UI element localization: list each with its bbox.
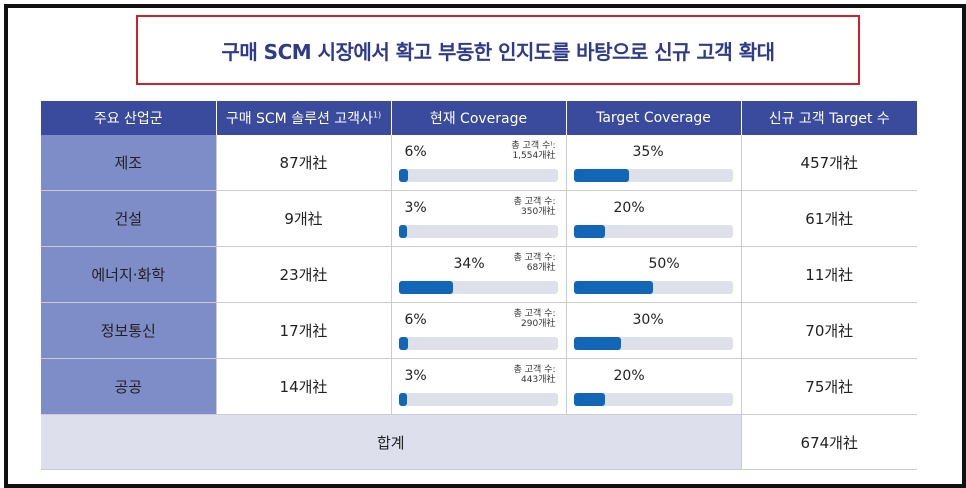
current-coverage-pct: 6% (404, 144, 427, 160)
total-customers-value: 350개社 (521, 207, 556, 217)
header-industry: 주요 산업군 (41, 101, 217, 135)
total-customers: 총 고객 수: 350개社 (514, 197, 556, 217)
sum-label: 합계 (41, 414, 742, 470)
header-footnote: 1) (372, 110, 382, 120)
target-coverage-bar (573, 337, 622, 350)
total-customers: 총 고객 수: 68개社 (514, 253, 556, 273)
target-coverage-bar-track (573, 393, 733, 406)
table-row: 에너지·화학 23개社 34% 총 고객 수: 68개社 50% 11개社 (41, 246, 917, 303)
target-coverage-pct: 30% (632, 312, 664, 328)
total-customers: 총 고객 수: 443개社 (514, 365, 556, 385)
target-coverage-bar (573, 393, 606, 406)
current-coverage-pct: 6% (404, 312, 427, 328)
target-coverage-bar (573, 281, 653, 294)
target-coverage-cell: 20% (566, 358, 742, 415)
industry-cell: 건설 (41, 190, 217, 247)
header-target-coverage: Target Coverage (566, 101, 742, 135)
current-coverage-bar-track (398, 169, 558, 182)
target-coverage-bar-track (573, 225, 733, 238)
total-customers-value: 443개社 (521, 375, 556, 385)
current-coverage-bar-track (398, 393, 558, 406)
table-header-row: 주요 산업군 구매 SCM 솔루션 고객사1) 현재 Coverage Targ… (41, 101, 917, 135)
total-customers-label: 총 고객 수⁾: (511, 141, 556, 151)
target-coverage-pct: 20% (613, 368, 645, 384)
target-coverage-cell: 20% (566, 190, 742, 247)
header-customers-label: 구매 SCM 솔루션 고객사 (225, 111, 373, 127)
header-new-target: 신규 고객 Target 수 (741, 101, 917, 135)
target-coverage-bar (573, 225, 606, 238)
table-row: 제조 87개社 6% 총 고객 수⁾: 1,554개社 35% 457개社 (41, 135, 917, 191)
new-target-cell: 457개社 (741, 135, 917, 191)
current-coverage-bar-track (398, 225, 558, 238)
coverage-table: 주요 산업군 구매 SCM 솔루션 고객사1) 현재 Coverage Targ… (41, 101, 917, 470)
total-customers-label: 총 고객 수: (513, 197, 556, 207)
current-coverage-cell: 6% 총 고객 수: 290개社 (391, 302, 567, 359)
new-target-cell: 61개社 (741, 190, 917, 247)
total-customers-value: 68개社 (526, 263, 556, 273)
sum-value: 674개社 (741, 414, 917, 470)
total-customers: 총 고객 수⁾: 1,554개社 (511, 141, 555, 161)
header-current-coverage: 현재 Coverage (391, 101, 567, 135)
customer-count-cell: 23개社 (216, 246, 392, 303)
title-box: 구매 SCM 시장에서 확고 부동한 인지도를 바탕으로 신규 고객 확대 (136, 15, 860, 85)
total-customers: 총 고객 수: 290개社 (514, 309, 556, 329)
customer-count-cell: 87개社 (216, 135, 392, 191)
table-row: 공공 14개社 3% 총 고객 수: 443개社 20% 75개社 (41, 358, 917, 415)
current-coverage-bar (398, 337, 409, 350)
industry-cell: 에너지·화학 (41, 246, 217, 303)
total-customers-value: 290개社 (521, 319, 556, 329)
current-coverage-bar-track (398, 337, 558, 350)
current-coverage-pct: 34% (453, 256, 485, 272)
total-customers-label: 총 고객 수: (513, 309, 556, 319)
current-coverage-bar-track (398, 281, 558, 294)
target-coverage-pct: 50% (648, 256, 680, 272)
current-coverage-cell: 3% 총 고객 수: 443개社 (391, 358, 567, 415)
current-coverage-bar (398, 169, 409, 182)
new-target-cell: 11개社 (741, 246, 917, 303)
current-coverage-pct: 3% (404, 200, 427, 216)
page-title: 구매 SCM 시장에서 확고 부동한 인지도를 바탕으로 신규 고객 확대 (221, 39, 775, 64)
new-target-cell: 70개社 (741, 302, 917, 359)
sum-row: 합계 674개社 (41, 414, 917, 470)
header-customers: 구매 SCM 솔루션 고객사1) (216, 101, 392, 135)
current-coverage-cell: 3% 총 고객 수: 350개社 (391, 190, 567, 247)
table-row: 정보통신 17개社 6% 총 고객 수: 290개社 30% 70개社 (41, 302, 917, 359)
current-coverage-cell: 34% 총 고객 수: 68개社 (391, 246, 567, 303)
current-coverage-bar (398, 225, 407, 238)
table-row: 건설 9개社 3% 총 고객 수: 350개社 20% 61개社 (41, 190, 917, 247)
new-target-cell: 75개社 (741, 358, 917, 415)
current-coverage-pct: 3% (404, 368, 427, 384)
industry-cell: 제조 (41, 135, 217, 191)
target-coverage-cell: 30% (566, 302, 742, 359)
total-customers-label: 총 고객 수: (513, 365, 556, 375)
target-coverage-bar-track (573, 337, 733, 350)
total-customers-value: 1,554개社 (512, 151, 556, 161)
target-coverage-bar-track (573, 169, 733, 182)
target-coverage-bar-track (573, 281, 733, 294)
target-coverage-pct: 35% (632, 144, 664, 160)
total-customers-label: 총 고객 수: (513, 253, 556, 263)
customer-count-cell: 17개社 (216, 302, 392, 359)
current-coverage-bar (398, 281, 453, 294)
target-coverage-cell: 50% (566, 246, 742, 303)
target-coverage-cell: 35% (566, 135, 742, 191)
target-coverage-bar (573, 169, 630, 182)
current-coverage-bar (398, 393, 407, 406)
industry-cell: 공공 (41, 358, 217, 415)
customer-count-cell: 9개社 (216, 190, 392, 247)
current-coverage-cell: 6% 총 고객 수⁾: 1,554개社 (391, 135, 567, 191)
industry-cell: 정보통신 (41, 302, 217, 359)
target-coverage-pct: 20% (613, 200, 645, 216)
customer-count-cell: 14개社 (216, 358, 392, 415)
